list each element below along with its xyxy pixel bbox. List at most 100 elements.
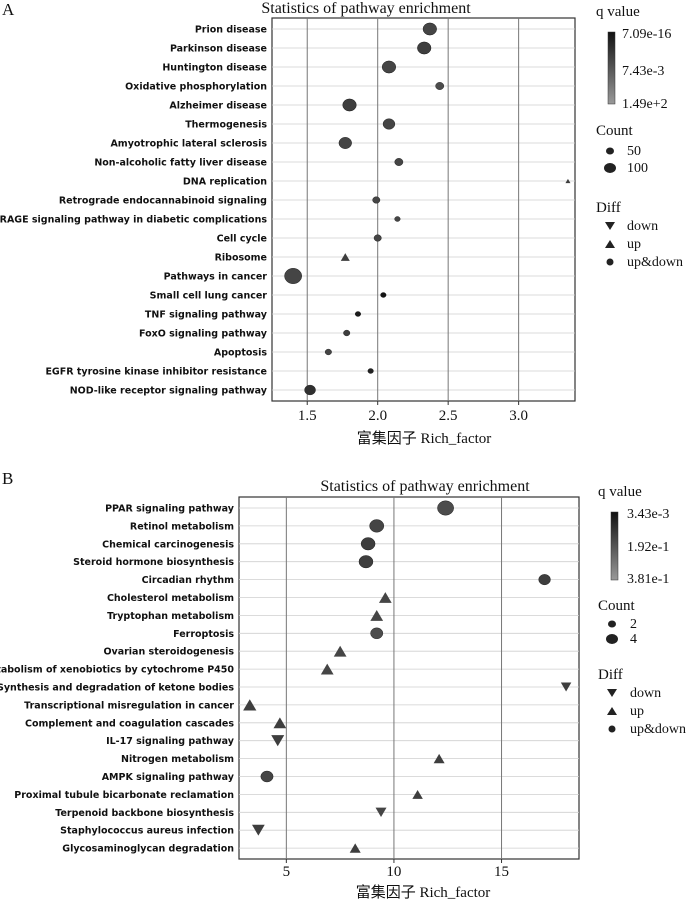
- panel-b-up-triangle-icon: [607, 707, 617, 715]
- panel-b-category-label: Tryptophan metabolism: [107, 611, 234, 622]
- panel-b-point-up: [273, 717, 287, 729]
- panel-b-category-label: Steroid hormone biosynthesis: [73, 557, 234, 568]
- panel-a-category-label: Thermogenesis: [185, 120, 267, 131]
- panel-a-point-updown: [381, 60, 397, 74]
- panel-b-q-label-bottom: 3.81e-1: [627, 572, 669, 587]
- panel-a-point-updown: [394, 158, 404, 166]
- panel-b-title: Statistics of pathway enrichment: [320, 478, 530, 495]
- panel-b-point-up: [370, 609, 384, 621]
- panel-a-category-label: Retrograde endocannabinoid signaling: [59, 196, 267, 207]
- panel-a-category-label: Huntington disease: [162, 63, 267, 74]
- panel-a-x-tick-label: 2.0: [368, 408, 387, 424]
- panel-a-point-updown: [394, 216, 401, 222]
- panel-a-category-label: EGFR tyrosine kinase inhibitor resistanc…: [45, 367, 267, 378]
- panel-a-q-colorbar: [607, 31, 616, 105]
- panel-b-category-label: Chemical carcinogenesis: [102, 539, 234, 550]
- panel-a-diff-label-up: up: [627, 237, 641, 252]
- panel-b-category-label: Metabolism of xenobiotics by cytochrome …: [0, 665, 234, 676]
- panel-b-category-label: Ferroptosis: [173, 629, 234, 640]
- panel-b-q-label-top: 3.43e-3: [627, 507, 669, 522]
- panel-b-data-points: [243, 500, 572, 853]
- panel-b-legend: q value 3.43e-3 1.92e-1 3.81e-1 Count 2 …: [598, 484, 686, 737]
- panel-b-point-up: [433, 753, 445, 764]
- panel-b-point-down: [560, 682, 572, 692]
- panel-a-point-updown: [343, 329, 351, 337]
- panel-a-category-label: DNA replication: [183, 177, 267, 188]
- panel-b-category-label: Cholesterol metabolism: [107, 593, 234, 604]
- panel-a-point-updown: [380, 292, 387, 298]
- panel-b-q-colorbar: [610, 511, 619, 581]
- panel-b-gridlines: [239, 497, 579, 859]
- panel-b-x-axis-title: 富集因子 Rich_factor: [356, 883, 491, 901]
- panel-a-count-legend-title: Count: [596, 123, 634, 139]
- panel-a-x-axis-title: 富集因子 Rich_factor: [357, 429, 492, 447]
- panel-a-point-updown: [342, 98, 357, 112]
- panel-b-point-up: [349, 843, 361, 853]
- panel-b-category-label: Proximal tubule bicarbonate reclamation: [14, 790, 234, 801]
- panel-b-point-updown: [369, 519, 385, 533]
- panel-b-count-label-small: 2: [630, 617, 637, 632]
- panel-b-category-labels: PPAR signaling pathway Retinol metabolism…: [0, 504, 235, 855]
- panel-b-category-label: Glycosaminoglycan degradation: [62, 844, 234, 855]
- panel-a-x-tick-label: 1.5: [298, 408, 317, 424]
- panel-b-diff-legend-title: Diff: [598, 667, 623, 683]
- panel-b-point-updown: [260, 770, 274, 783]
- panel-a: A Statistics of pathway enrichment Prion…: [0, 0, 683, 447]
- panel-b-letter: B: [2, 469, 13, 488]
- panel-b-point-down: [375, 807, 387, 817]
- panel-b-q-legend-title: q value: [598, 484, 642, 500]
- panel-b-count-key-small: [608, 620, 616, 628]
- panel-b-point-updown: [538, 574, 551, 586]
- panel-b-down-triangle-icon: [607, 689, 617, 697]
- panel-a-point-updown: [367, 368, 374, 374]
- panel-a-category-label: Pathways in cancer: [164, 272, 268, 283]
- panel-b-category-label: Synthesis and degradation of ketone bodi…: [0, 683, 234, 694]
- panel-b-category-label: Staphylococcus aureus infection: [60, 826, 234, 837]
- panel-b-x-tick-label: 5: [283, 864, 291, 880]
- panel-b-category-label: PPAR signaling pathway: [105, 504, 235, 515]
- panel-b-x-tick-label: 15: [494, 864, 509, 880]
- panel-a-point-updown: [304, 384, 316, 396]
- panel-a-category-label: Prion disease: [195, 25, 267, 36]
- panel-a-diff-label-updown: up&down: [627, 255, 683, 270]
- panel-a-category-label: Amyotrophic lateral sclerosis: [110, 139, 267, 150]
- panel-b-diff-label-up: up: [630, 704, 644, 719]
- panel-b-point-up: [412, 789, 423, 799]
- panel-b-point-updown: [370, 627, 384, 639]
- panel-a-legend: q value 7.09e-16 7.43e-3 1.49e+2 Count 5…: [596, 4, 683, 270]
- panel-a-data-points: [284, 22, 571, 396]
- panel-a-category-label: Ribosome: [215, 253, 267, 264]
- panel-a-point-updown: [417, 41, 432, 55]
- panel-b-category-label: AMPK signaling pathway: [102, 772, 235, 783]
- panel-b-point-up: [333, 645, 347, 657]
- panel-a-q-label-mid: 7.43e-3: [622, 64, 664, 79]
- panel-b-category-label: Circadian rhythm: [142, 575, 234, 586]
- panel-a-x-tick-label: 2.5: [439, 408, 458, 424]
- panel-b-point-updown: [360, 537, 376, 551]
- panel-a-category-label: Alzheimer disease: [169, 101, 267, 112]
- panel-a-category-label: Non-alcoholic fatty liver disease: [94, 158, 267, 169]
- panel-a-count-label-large: 100: [627, 161, 648, 176]
- panel-b-category-label: Retinol metabolism: [130, 521, 234, 532]
- panel-a-category-label: Oxidative phosphorylation: [125, 82, 267, 93]
- panel-b-diff-label-down: down: [630, 686, 661, 701]
- panel-b-point-up: [320, 663, 334, 675]
- panel-a-title: Statistics of pathway enrichment: [261, 0, 471, 17]
- panel-a-point-updown: [354, 311, 361, 317]
- panel-b-diff-label-updown: up&down: [630, 722, 686, 737]
- panel-a-q-label-top: 7.09e-16: [622, 27, 671, 42]
- panel-a-category-label: Parkinson disease: [170, 44, 267, 55]
- panel-a-point-updown: [324, 348, 332, 356]
- panel-b-category-label: Terpenoid backbone biosynthesis: [55, 808, 234, 819]
- panel-b-q-label-mid: 1.92e-1: [627, 540, 669, 555]
- panel-b-count-label-large: 4: [630, 632, 637, 647]
- panel-a-diff-legend-title: Diff: [596, 200, 621, 216]
- panel-a-plot-area: [271, 17, 576, 402]
- panel-a-category-label: NOD-like receptor signaling pathway: [70, 386, 268, 397]
- panel-b-plot-area: [238, 496, 580, 860]
- panel-a-category-label: Apoptosis: [214, 348, 267, 359]
- panel-a-count-label-small: 50: [627, 144, 641, 159]
- panel-b-point-up: [243, 699, 257, 711]
- panel-a-point-up: [565, 178, 571, 184]
